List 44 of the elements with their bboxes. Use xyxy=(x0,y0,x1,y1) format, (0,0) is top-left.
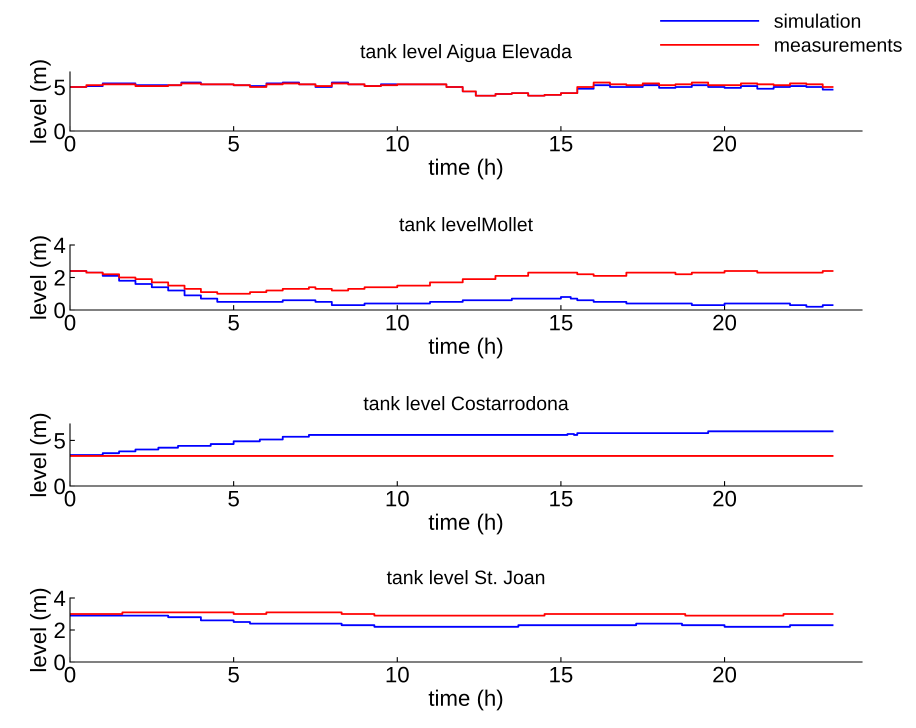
y-axis-title: level (m) xyxy=(30,236,51,319)
y-tick-label: 5 xyxy=(54,80,65,96)
x-tick-label: 10 xyxy=(386,136,409,152)
x-tick-label: 0 xyxy=(64,314,76,330)
x-tick-label: 0 xyxy=(64,490,76,506)
x-axis-title: time (h) xyxy=(428,158,502,180)
y-tick-label: 5 xyxy=(54,433,65,449)
x-tick-label: 10 xyxy=(386,490,409,506)
x-tick-label: 0 xyxy=(64,136,76,152)
y-tick-label: 2 xyxy=(54,270,65,286)
y-tick-label: 4 xyxy=(54,238,66,254)
legend-label: simulation xyxy=(774,14,860,28)
chart-title: tank level Aigua Elevada xyxy=(360,44,572,62)
chart-title: tank level St. Joan xyxy=(386,570,544,584)
y-tick-label: 4 xyxy=(54,590,66,606)
x-tick-label: 20 xyxy=(713,490,736,506)
legend-label: measurements xyxy=(775,39,902,52)
y-axis-title: level (m) xyxy=(30,588,51,672)
x-tick-label: 5 xyxy=(228,314,239,330)
x-tick-label: 20 xyxy=(713,666,736,682)
chart-title: tank levelMollet xyxy=(399,217,533,232)
y-tick-label: 2 xyxy=(54,622,65,638)
x-tick-label: 5 xyxy=(228,136,239,152)
chart-title: tank level Costarrodona xyxy=(364,396,569,410)
x-axis-title: time (h) xyxy=(428,338,502,358)
y-tick-label: 0 xyxy=(54,478,65,494)
x-tick-label: 20 xyxy=(713,136,736,152)
x-tick-label: 10 xyxy=(386,666,409,682)
x-axis-title: time (h) xyxy=(428,514,502,534)
y-tick-label: 0 xyxy=(54,654,65,670)
x-tick-label: 5 xyxy=(228,666,239,682)
y-axis-title: level (m) xyxy=(30,60,51,143)
y-tick-label: 0 xyxy=(54,302,65,318)
y-axis-title: level (m) xyxy=(30,414,51,496)
x-tick-label: 5 xyxy=(228,490,239,506)
x-tick-label: 20 xyxy=(713,314,736,330)
x-tick-label: 15 xyxy=(550,136,572,152)
y-tick-label: 0 xyxy=(54,124,65,140)
x-tick-label: 15 xyxy=(550,490,572,506)
x-tick-label: 15 xyxy=(550,314,572,330)
x-tick-label: 10 xyxy=(386,314,409,330)
x-axis-title: time (h) xyxy=(428,690,502,710)
x-tick-label: 15 xyxy=(550,666,572,682)
x-tick-label: 0 xyxy=(64,666,76,682)
